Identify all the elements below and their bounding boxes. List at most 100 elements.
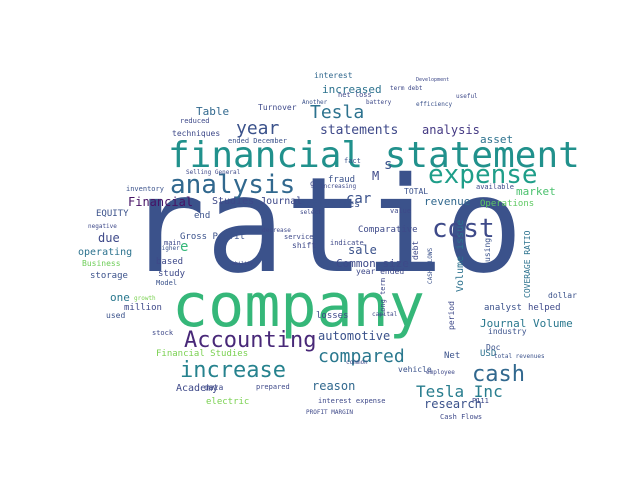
cloud-word: PROFIT MARGIN: [306, 409, 353, 416]
cloud-word: Another: [302, 99, 328, 106]
cloud-word: financial statement: [168, 135, 580, 176]
cloud-word: stock: [152, 329, 174, 337]
cloud-word: using: [483, 237, 492, 262]
cloud-word: Common size: [336, 257, 409, 270]
cloud-word: increasing: [320, 183, 357, 190]
cloud-word: expense: [428, 160, 538, 190]
cloud-word: ended December: [228, 137, 288, 145]
cloud-word: indicate: [330, 239, 364, 247]
cloud-word: s: [384, 157, 393, 173]
cloud-word: prepared: [256, 383, 290, 391]
cloud-word: analysis: [422, 123, 480, 137]
cloud-word: Activities: [300, 199, 361, 210]
cloud-word: end: [194, 211, 211, 221]
cloud-word: M: [372, 169, 380, 183]
cloud-word: statements: [320, 123, 399, 138]
cloud-word: capital: [372, 311, 398, 318]
cloud-word: fact: [344, 157, 361, 165]
cloud-word: Accounting: [184, 328, 317, 353]
cloud-word: study: [158, 269, 186, 279]
cloud-word: Volume issue: [455, 219, 466, 292]
cloud-word: Tesla Inc: [416, 382, 503, 401]
cloud-word: Studies Journal: [212, 196, 303, 207]
cloud-word: compared: [318, 346, 405, 367]
cloud-word: automotive: [318, 329, 391, 343]
cloud-word: used: [106, 311, 126, 320]
cloud-word: useful: [456, 93, 478, 100]
cloud-word: P111: [472, 397, 489, 405]
cloud-word: Comparative: [358, 225, 418, 235]
cloud-word: Net: [444, 351, 461, 361]
cloud-word: analyst: [484, 303, 522, 313]
cloud-word: cost: [432, 214, 495, 244]
cloud-word: Development: [416, 77, 450, 83]
cloud-word: reduced: [180, 117, 210, 125]
cloud-word: revenue: [424, 195, 471, 208]
cloud-word: fraud: [328, 175, 356, 185]
cloud-word: one: [110, 291, 130, 304]
cloud-word: g: [310, 179, 315, 188]
cloud-word: select: [300, 209, 322, 216]
cloud-word: Operations: [480, 199, 535, 209]
cloud-word: storage: [90, 271, 128, 281]
cloud-word: market: [516, 185, 556, 198]
cloud-word: Financial Studies: [156, 349, 249, 359]
cloud-word: TOTAL: [404, 187, 429, 196]
cloud-word: operating: [78, 247, 133, 258]
cloud-word: USD: [480, 349, 497, 359]
cloud-word: Doc: [486, 343, 501, 352]
cloud-word: available: [476, 183, 514, 191]
cloud-word: employee: [426, 369, 455, 376]
cloud-word: COVERAGE RATIO: [523, 230, 532, 298]
cloud-word: due: [98, 231, 120, 245]
cloud-word: car: [346, 191, 372, 207]
cloud-word: decrease: [262, 227, 291, 234]
cloud-word: debt: [411, 240, 420, 260]
cloud-word: Gross Profit: [180, 232, 246, 242]
cloud-word: analysis: [170, 170, 296, 200]
cloud-word: interest expense: [318, 397, 386, 405]
cloud-word: Tesla: [310, 102, 365, 123]
cloud-word: efficiency: [416, 101, 453, 108]
cloud-word: research: [424, 397, 482, 411]
cloud-word: industry: [488, 327, 527, 336]
cloud-word: net loss: [338, 91, 372, 99]
cloud-word: year: [236, 118, 280, 139]
cloud-word: interest: [314, 71, 353, 80]
cloud-word: ratio: [126, 149, 524, 303]
cloud-word: Model: [156, 279, 178, 287]
cloud-word: main: [164, 239, 181, 247]
cloud-word: battery: [366, 99, 392, 106]
cloud-word: value: [390, 207, 412, 215]
cloud-word: shift: [292, 241, 317, 250]
cloud-word: period: [447, 301, 456, 330]
cloud-word: higher: [158, 245, 180, 252]
cloud-word: Journal Volume: [480, 317, 573, 330]
cloud-word: losses: [316, 311, 349, 321]
cloud-word: increased: [322, 83, 382, 96]
cloud-word: inventory: [126, 185, 164, 193]
cloud-word: reason: [312, 379, 356, 393]
cloud-word: e: [180, 239, 189, 255]
cloud-word: Business: [82, 259, 121, 268]
cloud-word: Cash Flows: [440, 413, 483, 421]
cloud-word: Table: [196, 105, 230, 118]
cloud-word: Selling General: [186, 169, 241, 176]
cloud-word: Financial: [128, 195, 194, 209]
cloud-word: electric: [206, 397, 250, 407]
cloud-word: ability: [232, 261, 254, 267]
cloud-word: service: [284, 233, 314, 241]
cloud-word: million: [124, 303, 162, 313]
cloud-word: cash: [472, 362, 525, 387]
cloud-word: Turnover: [258, 103, 297, 112]
cloud-word: Academy: [176, 383, 219, 394]
cloud-word: increase: [180, 358, 286, 383]
cloud-word: data: [204, 383, 224, 392]
cloud-word: helped: [528, 303, 561, 313]
cloud-word: based: [156, 257, 184, 267]
cloud-word: year ended: [356, 267, 405, 276]
cloud-word: long term: [379, 278, 387, 316]
cloud-word: dollar: [548, 291, 577, 300]
cloud-word: CASH FLOWS: [427, 247, 434, 284]
